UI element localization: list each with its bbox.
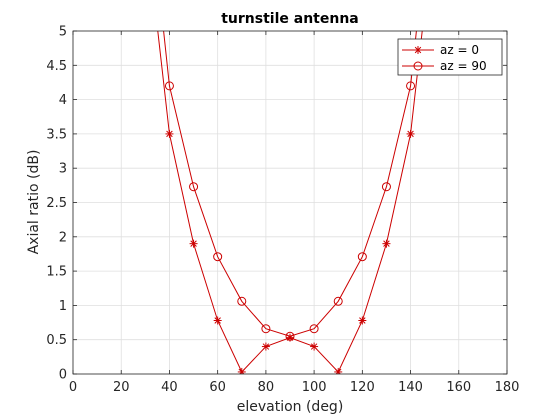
data-point [237,296,247,306]
y-tick-label: 0 [59,368,67,383]
legend-marker [413,61,423,71]
legend: az = 0 az = 90 [397,38,503,76]
data-point [309,324,319,334]
x-tick-label: 180 [495,380,520,395]
x-tick-label: 160 [446,380,471,395]
x-tick-label: 100 [302,380,327,395]
data-point [189,239,198,248]
y-tick-label: 1 [59,299,67,314]
data-point [213,252,223,262]
y-tick-labels: 0 0.5 1 1.5 2 2.5 3 3.5 4 4.5 5 [46,25,67,383]
data-point [285,331,295,341]
data-point [164,81,174,91]
data-point [310,342,319,351]
data-point [237,367,246,374]
data-point [357,252,367,262]
data-point [165,129,174,138]
legend-label: az = 90 [440,59,487,73]
y-tick-label: 5 [59,25,67,40]
chart-title: turnstile antenna [221,11,359,27]
y-tick-label: 4.5 [46,59,67,74]
y-axis-label: Axial ratio (dB) [26,150,42,255]
data-point [261,324,271,334]
data-point [261,342,270,351]
y-tick-label: 2.5 [46,196,67,211]
legend-entry: az = 90 [402,59,487,73]
x-tick-label: 20 [113,380,130,395]
data-point [334,367,343,374]
data-point [406,81,416,91]
data-point [189,182,199,192]
x-tick-label: 40 [161,380,178,395]
series-layer [157,31,423,374]
x-axis-label: elevation (deg) [237,399,344,415]
x-tick-label: 80 [258,380,275,395]
y-tick-label: 4 [59,93,67,108]
y-tick-label: 2 [59,230,67,245]
data-point [406,129,415,138]
x-tick-label: 140 [398,380,423,395]
series-line [163,31,417,337]
ticks [72,30,508,375]
data-point [382,239,391,248]
data-point [358,316,367,325]
y-tick-label: 3 [59,162,67,177]
data-point [333,296,343,306]
y-tick-label: 0.5 [46,333,67,348]
y-tick-label: 3.5 [46,127,67,142]
legend-marker [414,46,422,54]
y-tick-label: 1.5 [46,265,67,280]
series-2 [163,31,417,341]
legend-entry: az = 0 [402,43,479,57]
legend-label: az = 0 [440,43,479,57]
x-tick-labels: 0 20 40 60 80 100 120 140 160 180 [69,380,520,395]
x-tick-label: 120 [350,380,375,395]
data-point [381,182,391,192]
data-point [213,316,222,325]
x-tick-label: 60 [209,380,226,395]
x-tick-label: 0 [69,380,77,395]
